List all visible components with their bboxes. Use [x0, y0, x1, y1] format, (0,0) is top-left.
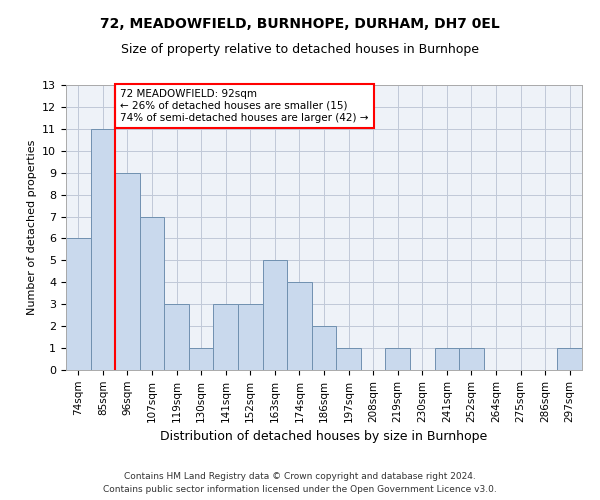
- Bar: [189, 348, 214, 370]
- Bar: [214, 304, 238, 370]
- Bar: [115, 172, 140, 370]
- Bar: [140, 216, 164, 370]
- Text: 72 MEADOWFIELD: 92sqm
← 26% of detached houses are smaller (15)
74% of semi-deta: 72 MEADOWFIELD: 92sqm ← 26% of detached …: [120, 90, 368, 122]
- Bar: [312, 326, 336, 370]
- Text: 72, MEADOWFIELD, BURNHOPE, DURHAM, DH7 0EL: 72, MEADOWFIELD, BURNHOPE, DURHAM, DH7 0…: [100, 18, 500, 32]
- Bar: [164, 304, 189, 370]
- Text: Contains HM Land Registry data © Crown copyright and database right 2024.: Contains HM Land Registry data © Crown c…: [124, 472, 476, 481]
- Bar: [385, 348, 410, 370]
- Bar: [557, 348, 582, 370]
- Bar: [459, 348, 484, 370]
- Bar: [91, 129, 115, 370]
- Bar: [287, 282, 312, 370]
- Bar: [66, 238, 91, 370]
- Bar: [263, 260, 287, 370]
- Bar: [434, 348, 459, 370]
- Y-axis label: Number of detached properties: Number of detached properties: [26, 140, 37, 315]
- X-axis label: Distribution of detached houses by size in Burnhope: Distribution of detached houses by size …: [160, 430, 488, 443]
- Text: Size of property relative to detached houses in Burnhope: Size of property relative to detached ho…: [121, 42, 479, 56]
- Bar: [336, 348, 361, 370]
- Text: Contains public sector information licensed under the Open Government Licence v3: Contains public sector information licen…: [103, 485, 497, 494]
- Bar: [238, 304, 263, 370]
